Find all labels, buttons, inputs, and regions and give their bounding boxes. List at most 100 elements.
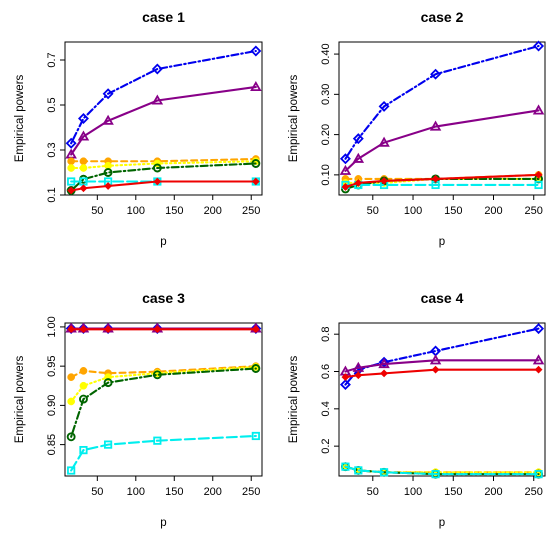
panel-title: case 4 [421,290,464,306]
x-tick-label: 150 [165,486,183,498]
series-7 [67,431,260,475]
data-point [67,325,76,334]
x-tick-label: 250 [525,486,543,498]
x-tick-label: 50 [367,205,379,217]
series-line [70,367,257,438]
y-tick-label: 0.10 [320,164,332,185]
series-2 [339,354,545,376]
data-point [79,446,88,455]
data-point [67,177,76,186]
x-tick-label: 100 [404,205,422,217]
data-point [352,361,365,372]
x-tick-label: 150 [444,205,462,217]
series-2 [65,322,262,333]
data-point [250,45,262,57]
data-point [103,168,113,177]
data-point [378,358,390,369]
data-point [251,177,260,186]
series-4 [67,362,260,381]
data-point [79,164,88,172]
data-point [352,152,365,163]
x-axis-label: p [160,517,166,529]
data-point [250,80,262,92]
x-axis-label: p [160,236,166,248]
data-point [104,182,113,190]
series-line [70,49,257,145]
y-tick-label: 0.3 [46,142,58,157]
data-point [339,153,351,165]
x-tick-label: 200 [204,486,222,498]
x-tick-label: 150 [444,486,462,498]
series-line [344,359,540,373]
plot-frame [338,41,546,196]
data-point [533,323,545,335]
y-axis-label: Empirical powers [14,355,26,443]
x-tick-label: 250 [525,205,543,217]
data-point [79,184,88,193]
y-tick-label: 0.1 [46,187,58,202]
data-point [378,136,390,147]
y-axis-label: Empirical powers [288,355,300,443]
data-point [341,462,350,471]
data-point [79,325,88,334]
y-tick-label: 0.6 [320,364,332,379]
data-point [534,470,543,479]
y-tick-label: 0.85 [46,434,58,455]
series-line [344,44,540,160]
data-point [431,174,440,183]
series-5 [66,159,261,195]
x-tick-label: 200 [204,205,222,217]
series-line [70,434,257,472]
data-point [532,354,545,365]
data-point [431,470,440,479]
x-tick-label: 200 [484,205,502,217]
y-tick-label: 0.95 [46,355,58,376]
series-line [344,368,540,379]
y-axis-label: Empirical powers [288,74,300,162]
x-tick-label: 50 [91,486,103,498]
panel-3: case 3 50 100 150 200 250 0.85 0.90 0.95 1.00 p Emp… [14,290,263,529]
data-point [339,379,351,391]
data-point [67,157,76,166]
data-point [430,68,442,80]
data-point [380,177,388,185]
data-point [251,364,261,373]
data-point [153,177,162,186]
data-point [77,113,89,124]
data-point [251,159,261,168]
data-point [152,163,162,173]
data-point [354,466,363,475]
panel-title: case 1 [142,9,185,25]
data-point [102,88,114,100]
data-point [429,354,442,365]
x-axis-label: p [439,517,445,529]
y-tick-label: 0.20 [320,124,332,145]
data-point [341,373,350,382]
data-point [153,436,162,445]
data-point [341,183,350,191]
data-point [534,170,543,179]
x-tick-label: 100 [127,205,145,217]
y-tick-label: 0.5 [46,97,58,112]
series-2 [339,104,545,175]
data-point [534,180,543,190]
data-point [102,114,114,125]
data-point [79,157,88,166]
data-point [151,63,163,75]
data-point [251,325,260,334]
series-line [70,365,257,379]
data-point [67,466,76,475]
data-point [67,373,76,381]
data-point [104,325,113,334]
x-tick-label: 100 [127,486,145,498]
data-point [534,365,543,374]
data-point [339,164,352,175]
data-point [65,137,77,149]
x-tick-label: 50 [91,205,103,217]
panel-1: case 1 50 100 150 200 250 0.1 0.3 0.5 0.7 p Empiric… [14,9,263,248]
series-line [344,177,540,184]
data-point [79,367,88,375]
panel-4: case 4 50 100 150 200 250 0.2 0.4 0.6 0.8 p Empiric… [288,290,546,529]
series-line [70,180,257,192]
